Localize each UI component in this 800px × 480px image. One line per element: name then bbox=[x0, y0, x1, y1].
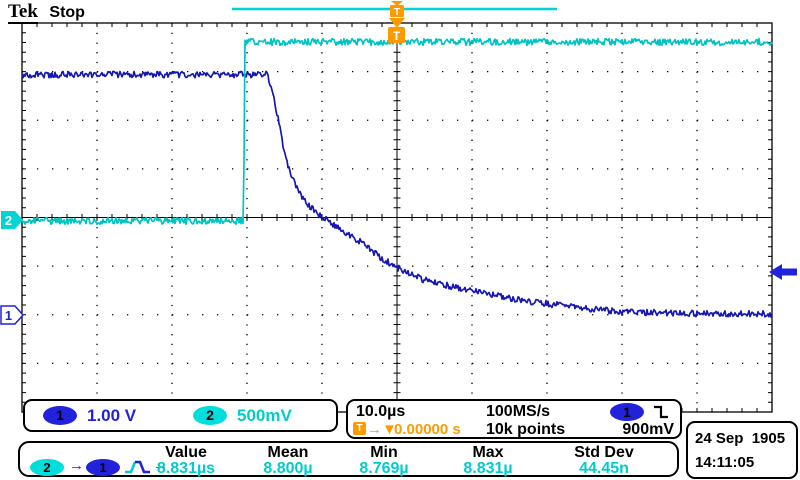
measurement-value: 8.831µs bbox=[156, 460, 216, 477]
trigger-position-t-label: T bbox=[393, 29, 401, 43]
ch1-badge: 1 bbox=[43, 406, 77, 425]
ch1-ground-marker: 1 bbox=[0, 305, 25, 325]
ch2-ground-marker: 2 bbox=[1, 211, 23, 229]
measurement-dest-badge: 1 bbox=[86, 459, 120, 476]
ch1-scale-readout: 1.00 V bbox=[87, 406, 137, 425]
channel-readout-box: 1 1.00 V 2 500mV bbox=[23, 399, 338, 432]
acquisition-status: Stop bbox=[49, 4, 85, 21]
status-bar: Tek Stop bbox=[8, 1, 85, 24]
measurement-mean: 8.800µ bbox=[263, 460, 313, 477]
timebase-readout: 10.0µs bbox=[356, 403, 406, 420]
ch2-ground-label: 2 bbox=[5, 213, 12, 228]
trigger-source-badge: 1 bbox=[610, 403, 644, 421]
trigger-position-marker-icon: T bbox=[388, 18, 405, 43]
time-readout: 14:11:05 bbox=[695, 454, 755, 471]
datetime-box: 24 Sep 1905 14:11:05 bbox=[686, 421, 798, 479]
timebase-trigger-box: 10.0µs 100MS/s 1 T →▼ 0.00000 s 10k poin… bbox=[346, 399, 682, 439]
measurement-header-max: Max bbox=[472, 444, 504, 461]
trigger-level-arrow-icon bbox=[769, 264, 797, 280]
measurement-min: 8.769µ bbox=[359, 460, 409, 477]
delay-rise-to-fall-icon bbox=[125, 460, 150, 474]
trigger-record-t-label: T bbox=[394, 7, 400, 18]
measurement-source-badge: 2 bbox=[30, 459, 64, 476]
measurement-header-mean: Mean bbox=[267, 444, 309, 461]
record-length-readout: 10k points bbox=[486, 421, 566, 438]
date-readout: 24 Sep 1905 bbox=[695, 430, 786, 447]
trigger-delay-readout: 0.00000 s bbox=[394, 421, 461, 438]
sample-rate-readout: 100MS/s bbox=[486, 403, 551, 420]
measurement-arrow2-icon: → bbox=[153, 457, 168, 474]
ch2-badge: 2 bbox=[193, 406, 227, 425]
ch2-scale-readout: 500mV bbox=[237, 406, 292, 425]
trigger-slope-falling-icon bbox=[654, 405, 668, 419]
measurement-box: 2 → 1 → Value Mean Min Max Std Dev 8.831… bbox=[18, 441, 679, 477]
measurement-header-min: Min bbox=[370, 444, 398, 461]
measurement-header-value: Value bbox=[165, 444, 207, 461]
tek-logo: Tek bbox=[8, 1, 38, 24]
measurement-arrow-icon: → bbox=[69, 457, 84, 474]
ch1-ground-label: 1 bbox=[5, 308, 12, 323]
measurement-stddev: 44.45n bbox=[579, 460, 629, 477]
trigger-arrow-icon: →▼ bbox=[367, 421, 397, 438]
trigger-t-icon: T bbox=[353, 422, 366, 435]
measurement-header-stddev: Std Dev bbox=[574, 444, 634, 461]
trigger-record-marker-icon: T bbox=[390, 1, 404, 18]
trigger-level-readout: 900mV bbox=[622, 421, 674, 438]
measurement-max: 8.831µ bbox=[463, 460, 513, 477]
